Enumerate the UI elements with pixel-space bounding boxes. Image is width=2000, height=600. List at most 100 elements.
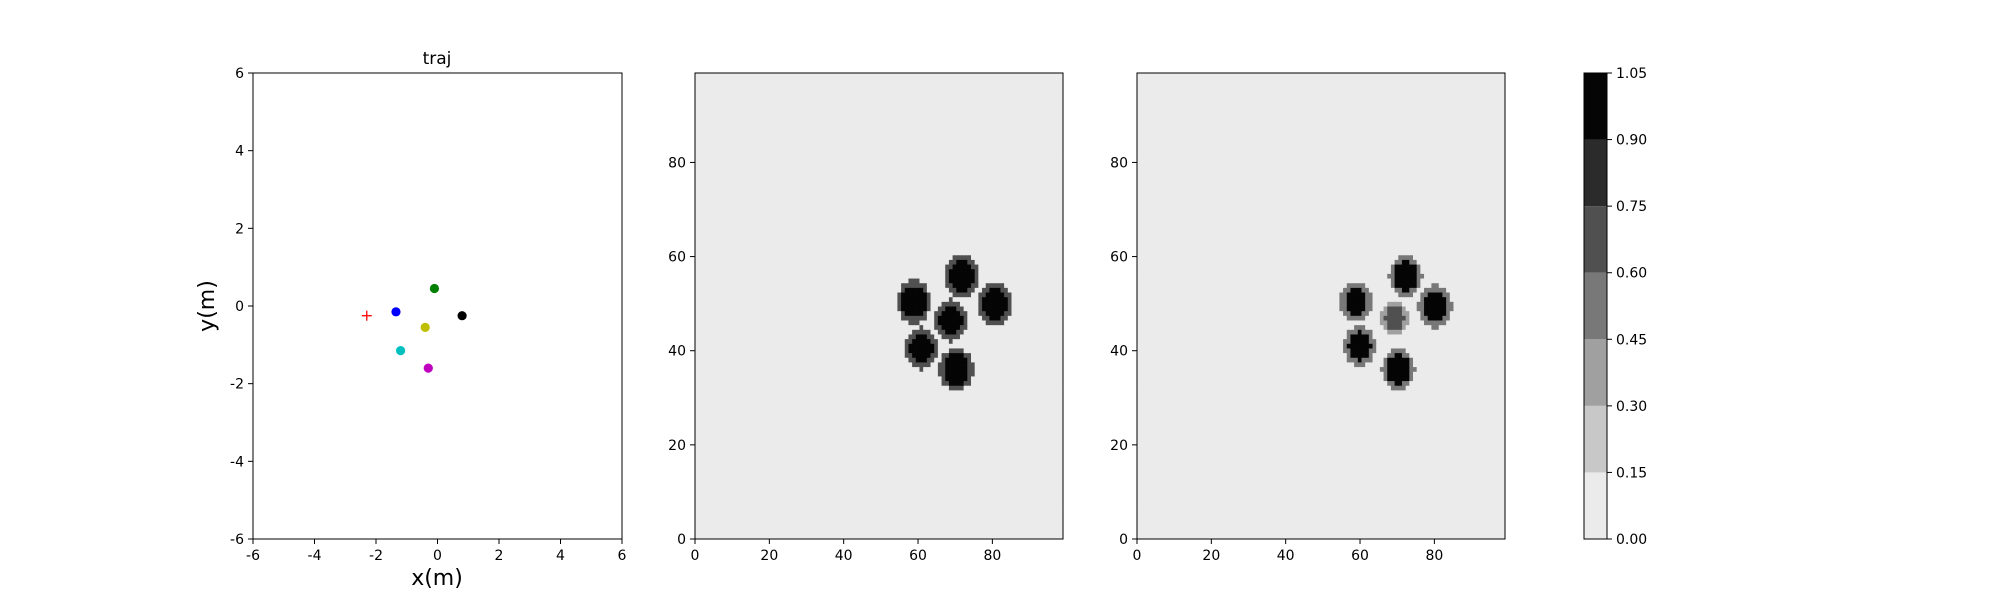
heatmap-cell <box>875 478 880 484</box>
heatmap-cell <box>753 310 759 316</box>
heatmap-cell <box>1026 464 1031 470</box>
heatmap-cell <box>915 478 920 484</box>
heatmap-cell <box>801 497 806 503</box>
heatmap-cell <box>764 338 770 344</box>
heatmap-cell <box>1018 497 1024 503</box>
heatmap-cell <box>886 483 891 489</box>
heatmap-cell <box>978 427 983 433</box>
heatmap-cell <box>864 310 869 316</box>
heatmap-cell <box>845 371 851 377</box>
heatmap-cell <box>1011 399 1016 405</box>
heatmap-cell <box>1000 525 1005 531</box>
heatmap-cell <box>993 315 998 321</box>
heatmap-cell <box>890 431 895 437</box>
heatmap-cell <box>956 441 961 447</box>
heatmap-cell <box>901 403 906 410</box>
heatmap-cell <box>937 413 943 419</box>
heatmap-cell <box>882 310 887 316</box>
heatmap-cell <box>746 492 751 498</box>
heatmap-cell <box>923 352 928 358</box>
heatmap-cell <box>757 389 762 396</box>
heatmap-cell <box>945 417 950 423</box>
heatmap-cell <box>1011 487 1016 493</box>
heatmap-cell <box>860 506 865 512</box>
heatmap-cell <box>971 315 976 321</box>
heatmap-cell <box>753 529 759 535</box>
heatmap-cell <box>1011 473 1016 479</box>
heatmap-cell <box>871 347 876 354</box>
heatmap-cell <box>812 315 817 321</box>
heatmap-cell <box>717 329 722 335</box>
heatmap-cell <box>702 525 707 531</box>
heatmap-cell <box>739 403 744 410</box>
heatmap-cell <box>761 319 766 326</box>
heatmap-cell <box>875 497 880 503</box>
heatmap-cell <box>1029 319 1035 326</box>
heatmap-cell <box>897 361 902 368</box>
heatmap-cell <box>706 515 711 521</box>
heatmap-cell <box>856 347 862 354</box>
heatmap-cell <box>893 380 898 386</box>
heatmap-cell <box>787 413 792 419</box>
heatmap-cell <box>996 408 1001 414</box>
heatmap-cell <box>860 422 865 428</box>
heatmap-cell <box>937 459 943 465</box>
heatmap-cell <box>1022 464 1027 470</box>
heatmap-cell <box>764 497 770 503</box>
heatmap-cell <box>794 319 799 326</box>
heatmap-cell <box>879 399 884 405</box>
heatmap-cell <box>720 329 725 335</box>
heatmap-cell <box>798 450 803 456</box>
heatmap-cell <box>706 361 711 368</box>
heatmap-cell <box>805 450 810 456</box>
heatmap-cell <box>886 408 891 414</box>
heatmap-cell <box>1037 338 1042 344</box>
heatmap-cell <box>959 338 965 344</box>
heatmap-cell <box>1026 422 1031 428</box>
heatmap-cell <box>956 310 961 316</box>
heatmap-cell <box>930 394 935 400</box>
heatmap-cell <box>728 459 733 465</box>
heatmap-cell <box>963 529 968 535</box>
heatmap-cell <box>768 511 773 517</box>
heatmap-cell <box>879 459 884 465</box>
heatmap-cell <box>831 417 836 423</box>
heatmap-cell <box>1055 534 1060 540</box>
heatmap-cell <box>1055 329 1060 335</box>
heatmap-cell <box>864 501 869 507</box>
heatmap-cell <box>739 520 744 526</box>
heatmap-cell <box>890 338 895 344</box>
heatmap-cell <box>720 501 725 507</box>
heatmap-cell <box>978 525 983 531</box>
heatmap-cell <box>728 338 733 344</box>
heatmap-cell <box>849 319 854 326</box>
heatmap-cell <box>713 483 718 489</box>
heatmap-cell <box>963 534 968 540</box>
heatmap-cell <box>698 408 703 414</box>
heatmap-cell <box>1029 375 1035 382</box>
heatmap-cell <box>982 413 987 419</box>
heatmap-cell <box>860 352 865 358</box>
heatmap-cell <box>1040 324 1046 330</box>
heatmap-cell <box>945 506 950 512</box>
heatmap-cell <box>879 310 884 316</box>
heatmap-cell <box>879 343 884 349</box>
heatmap-cell <box>959 478 965 484</box>
heatmap-cell <box>695 343 700 349</box>
heatmap-cell <box>831 469 836 475</box>
heatmap-cell <box>915 357 920 363</box>
heatmap-cell <box>798 473 803 479</box>
heatmap-cell <box>698 347 703 354</box>
heatmap-cell <box>820 436 825 442</box>
heatmap-cell <box>1033 478 1038 484</box>
heatmap-cell <box>823 473 828 479</box>
heatmap-cell <box>820 324 825 330</box>
heatmap-cell <box>735 422 740 428</box>
heatmap-cell <box>838 408 843 414</box>
heatmap-cell <box>775 497 781 503</box>
heatmap-cell <box>823 445 828 451</box>
heatmap-cell <box>735 413 740 419</box>
heatmap-cell <box>956 473 961 479</box>
heatmap-cell <box>974 469 979 475</box>
heatmap-cell <box>720 450 725 456</box>
